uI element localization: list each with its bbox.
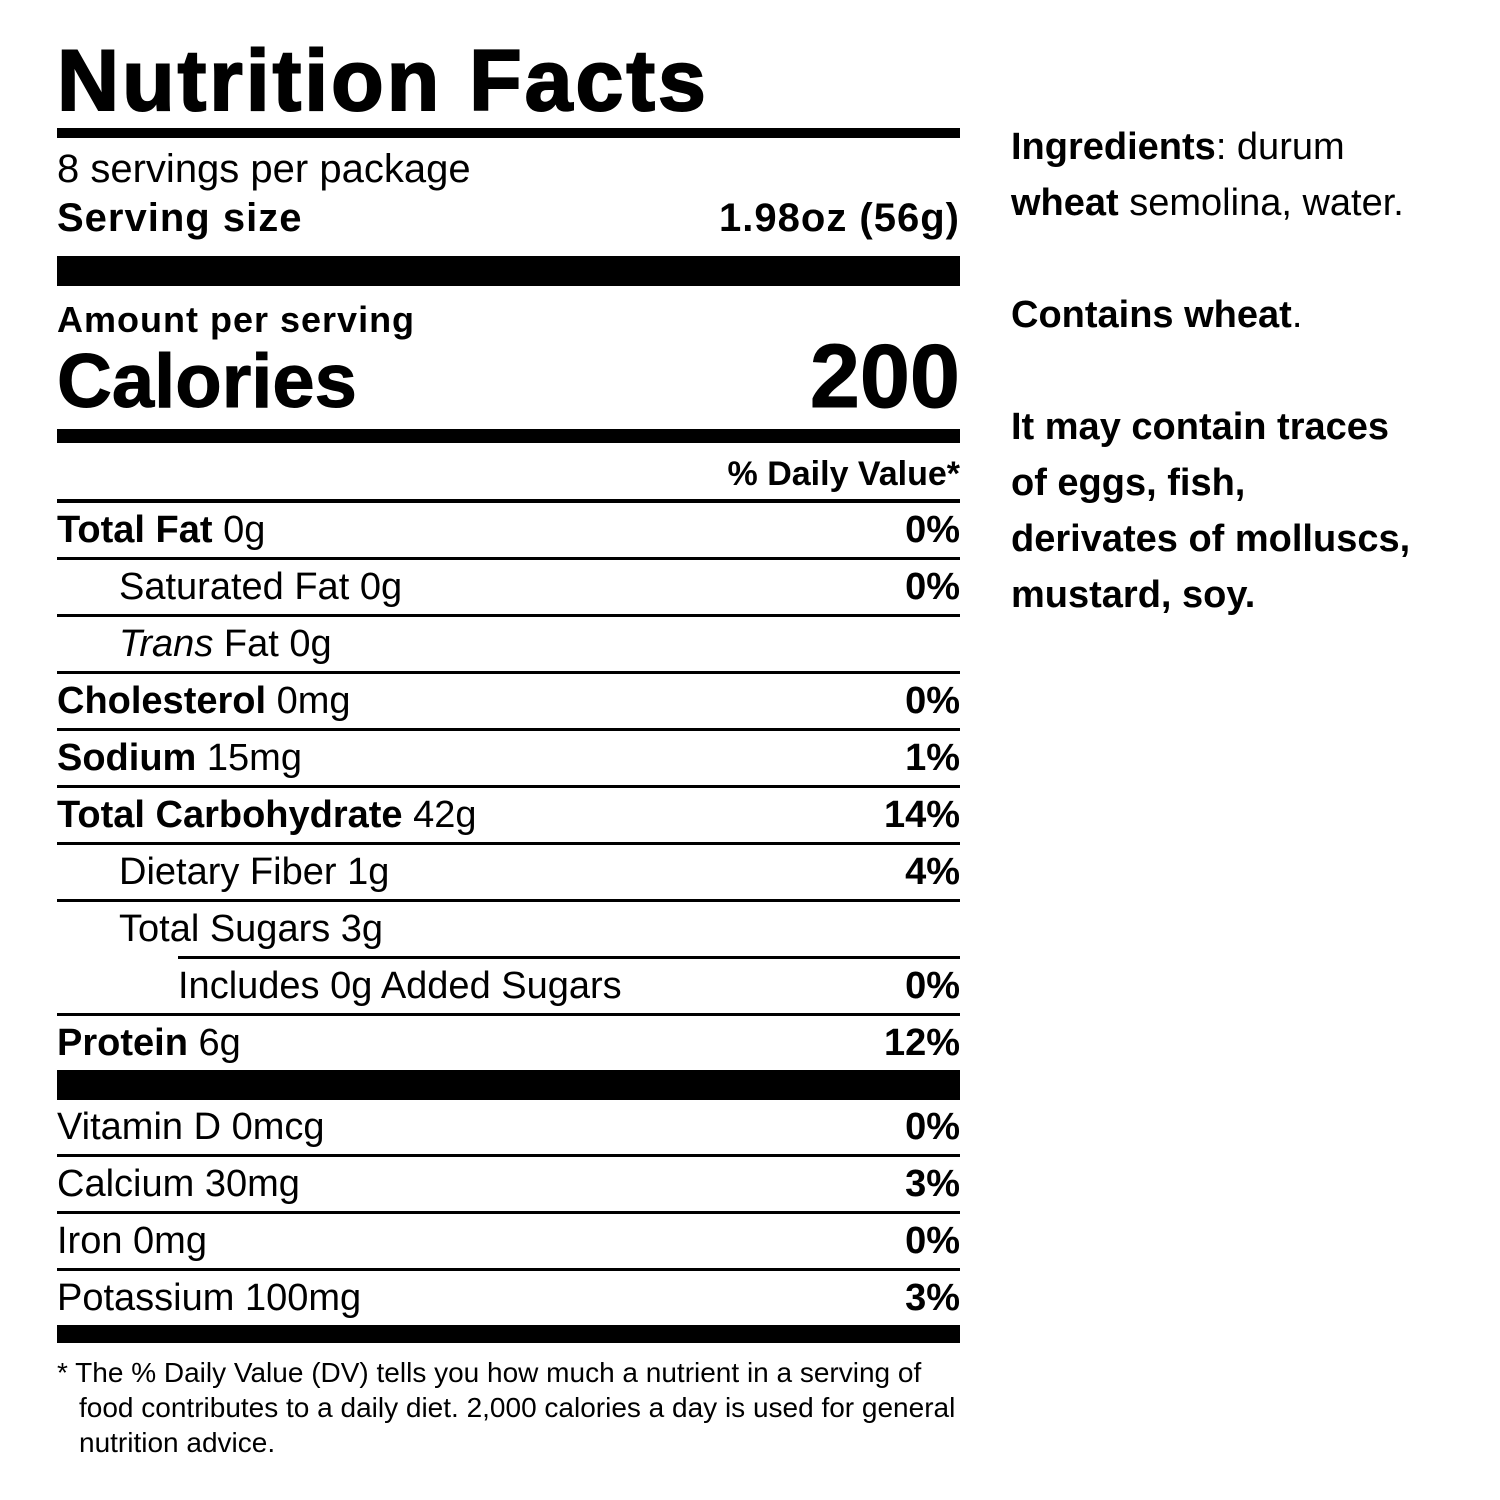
nutrient: Dietary Fiber 1g	[57, 851, 389, 894]
nutrient: Protein 6g	[57, 1022, 241, 1065]
footnote: * The % Daily Value (DV) tells you how m…	[57, 1357, 956, 1458]
traces: It may contain traces of eggs, fish, der…	[1011, 399, 1411, 623]
nutrient-row: Protein 6g 12%	[57, 1013, 960, 1070]
daily-value: 0%	[905, 565, 960, 608]
amount: 30mg	[204, 1162, 300, 1205]
nutrient-row: Includes 0g Added Sugars 0%	[178, 956, 960, 1013]
vitamin-row: Iron 0mg 0%	[57, 1211, 960, 1268]
vitamin: Vitamin D 0mcg	[57, 1106, 325, 1149]
contains: Contains wheat.	[1011, 287, 1411, 343]
nutrient: Cholesterol 0mg	[57, 680, 351, 723]
nutrient-row: Total Sugars 3g	[57, 899, 960, 956]
nutrient-name: Cholesterol	[57, 679, 267, 722]
nutrient: Saturated Fat 0g	[57, 566, 402, 609]
nutrient-row: Dietary Fiber 1g 4%	[57, 842, 960, 899]
nutrient-name: Fat	[223, 622, 279, 665]
vitamin-row: Potassium 100mg 3%	[57, 1268, 960, 1325]
nutrition-label: Nutrition Facts 8 servings per package S…	[56, 33, 961, 1460]
amount: 42g	[413, 793, 477, 836]
nutrient-name: Saturated Fat	[119, 565, 350, 608]
nutrient-row: Saturated Fat 0g 0%	[57, 557, 960, 614]
nutrient-name: Total Carbohydrate	[57, 793, 403, 836]
calories: 200	[809, 327, 960, 427]
vitamin-row: Calcium 30mg 3%	[57, 1154, 960, 1211]
vitamin-name: Potassium	[57, 1276, 235, 1319]
rule	[57, 256, 960, 286]
nutrient-name: Includes 0g Added Sugars	[178, 964, 622, 1007]
amount: 3g	[340, 907, 384, 950]
amount: 0g	[359, 565, 403, 608]
daily-value: 1%	[905, 736, 960, 779]
amount: 0mg	[276, 679, 351, 722]
nutrient-name: Sodium	[57, 736, 197, 779]
vitamin-row: Vitamin D 0mcg 0%	[57, 1100, 960, 1154]
amount: 15mg	[206, 736, 302, 779]
rule	[57, 1070, 960, 1100]
title: Nutrition Facts	[56, 33, 709, 129]
serving-size-row: Serving size 1.98oz (56g)	[57, 194, 960, 242]
daily-value: 0%	[905, 508, 960, 551]
amount: 0mg	[133, 1219, 207, 1262]
vitamin: Calcium 30mg	[57, 1163, 300, 1206]
daily-value: 3%	[905, 1162, 960, 1205]
servings: 8 servings per package	[57, 147, 471, 191]
daily-value: 12%	[883, 1021, 960, 1064]
contains-end: .	[1291, 294, 1303, 336]
nutrient: Sodium 15mg	[57, 737, 302, 780]
rule	[57, 1325, 960, 1343]
daily-value: 3%	[905, 1276, 960, 1319]
daily-value: 4%	[905, 850, 960, 893]
ingredients-panel: Ingredients: durum wheat semolina, water…	[1011, 119, 1411, 679]
calories-row: Calories 200	[57, 327, 961, 427]
nutrient-row: Total Carbohydrate 42g 14%	[57, 785, 960, 842]
nutrient-row: Total Fat 0g 0%	[57, 499, 960, 557]
amount: 6g	[198, 1021, 241, 1064]
nutrient-name: Total Sugars	[119, 907, 331, 950]
daily-value: 0%	[905, 1219, 960, 1262]
nutrient: Total Carbohydrate 42g	[57, 794, 477, 837]
traces-text: It may contain traces of eggs, fish, der…	[1011, 406, 1411, 616]
amount: 0g	[223, 508, 266, 551]
ingredients-label: Ingredients	[1011, 126, 1216, 168]
nutrient-name: Protein	[57, 1021, 188, 1064]
nutrient: Total Sugars 3g	[57, 908, 383, 951]
amount-per-serving: Amount per serving	[57, 299, 416, 340]
rule	[57, 128, 960, 138]
nutrient-row: Trans Fat 0g	[57, 614, 960, 671]
dv-header: % Daily Value*	[727, 455, 960, 493]
serving-size-label: Serving size	[57, 196, 303, 240]
amount: 100mg	[244, 1276, 362, 1319]
amount: 0mcg	[231, 1105, 325, 1148]
amount: 1g	[347, 850, 390, 893]
ingredients-text: semolina, water.	[1118, 182, 1404, 224]
ingredients-text: : durum	[1215, 126, 1345, 168]
serving-size: 1.98oz (56g)	[719, 196, 960, 240]
nutrient-name: Dietary Fiber	[119, 850, 337, 893]
contains-text: Contains wheat	[1011, 294, 1292, 336]
vitamin-name: Iron	[57, 1219, 123, 1262]
rule	[57, 429, 960, 443]
nutrient: Total Fat 0g	[57, 509, 265, 552]
vitamin: Potassium 100mg	[57, 1277, 361, 1320]
nutrient-row: Cholesterol 0mg 0%	[57, 671, 960, 728]
nutrient-name: Total Fat	[57, 508, 213, 551]
nutrient: Trans Fat 0g	[57, 623, 332, 666]
calories-label: Calories	[57, 339, 358, 424]
daily-value: 0%	[905, 964, 960, 1007]
amount: 0g	[289, 622, 332, 665]
daily-value: 0%	[905, 1105, 960, 1148]
allergen: wheat	[1011, 182, 1119, 224]
vitamin: Iron 0mg	[57, 1220, 207, 1263]
nutrient-name-italic: Trans	[119, 622, 214, 665]
vitamin-name: Calcium	[57, 1162, 195, 1205]
daily-value: 14%	[883, 793, 960, 836]
nutrient-row: Sodium 15mg 1%	[57, 728, 960, 785]
daily-value: 0%	[905, 679, 960, 722]
ingredients: Ingredients: durum wheat semolina, water…	[1011, 119, 1411, 231]
vitamin-name: Vitamin D	[57, 1105, 222, 1148]
